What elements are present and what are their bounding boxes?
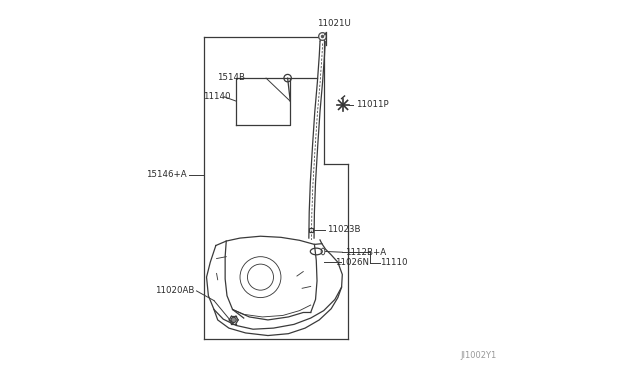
Text: 11011P: 11011P	[356, 100, 388, 109]
Text: 15146+A: 15146+A	[146, 170, 187, 179]
Circle shape	[231, 317, 236, 323]
Text: 1514B: 1514B	[216, 73, 244, 81]
Text: JI1002Y1: JI1002Y1	[460, 351, 497, 360]
Text: 11110: 11110	[380, 258, 408, 267]
Text: 11023B: 11023B	[328, 225, 361, 234]
Text: 11026N: 11026N	[335, 258, 369, 267]
Text: 1112B+A: 1112B+A	[344, 248, 386, 257]
Bar	[309, 228, 314, 232]
Text: 11021U: 11021U	[317, 19, 351, 28]
Text: 11020AB: 11020AB	[155, 286, 195, 295]
Text: 11140: 11140	[203, 92, 230, 101]
